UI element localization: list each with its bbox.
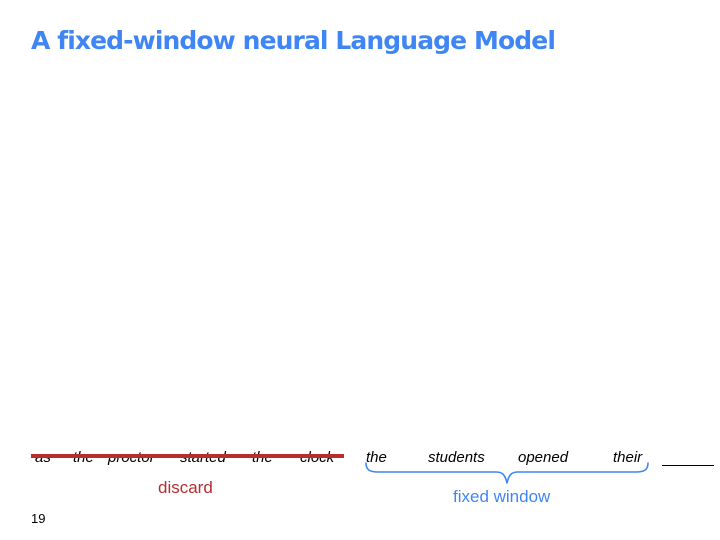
window-word: the	[366, 449, 387, 466]
fixed-window-label: fixed window	[453, 487, 551, 506]
strikethrough-line	[31, 454, 344, 458]
window-word: students	[428, 449, 485, 466]
page-number: 19	[31, 511, 46, 526]
window-brace	[365, 462, 649, 484]
discard-label: discard	[158, 478, 213, 497]
window-word: opened	[518, 449, 569, 466]
slide-title: A fixed-window neural Language Model	[31, 26, 556, 55]
window-word: their	[613, 449, 643, 466]
blank-line	[662, 465, 714, 466]
